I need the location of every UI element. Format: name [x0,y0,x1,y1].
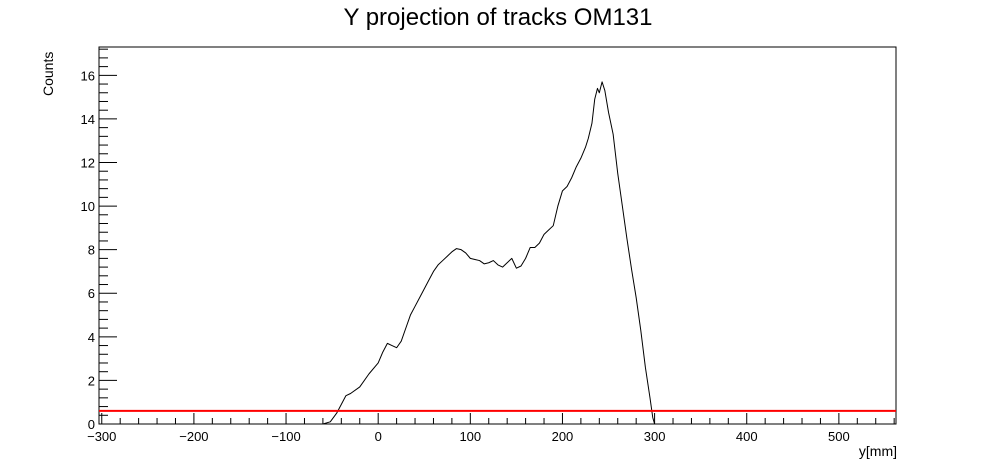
y-tick-label: 14 [81,112,95,127]
x-tick-label: 500 [828,429,850,444]
x-tick-label: 300 [644,429,666,444]
histogram-line [99,81,896,425]
x-tick-label: −200 [179,429,208,444]
y-tick-label: 8 [88,243,95,258]
plot-frame [98,46,897,425]
y-tick-label: 4 [88,330,95,345]
x-tick-label: −100 [271,429,300,444]
y-tick-label: 0 [88,417,95,432]
series-group [99,81,896,425]
y-ticks-group: 0 2 4 6 8 10 12 14 16 [81,48,117,432]
x-tick-label: −300 [87,429,116,444]
x-tick-label: 200 [552,429,574,444]
x-tick-label: 400 [736,429,758,444]
x-tick-label: 100 [459,429,481,444]
y-tick-label: 16 [81,68,95,83]
x-tick-label: 0 [375,429,382,444]
chart-title: Y projection of tracks OM131 [343,4,653,31]
y-tick-label: 2 [88,373,95,388]
y-tick-label: 10 [81,199,95,214]
x-ticks-group: −300 −200 −100 0 100 200 300 400 500 [87,413,895,444]
x-axis-label: y[mm] [858,443,897,459]
y-tick-label: 12 [81,155,95,170]
y-tick-label: 6 [88,286,95,301]
